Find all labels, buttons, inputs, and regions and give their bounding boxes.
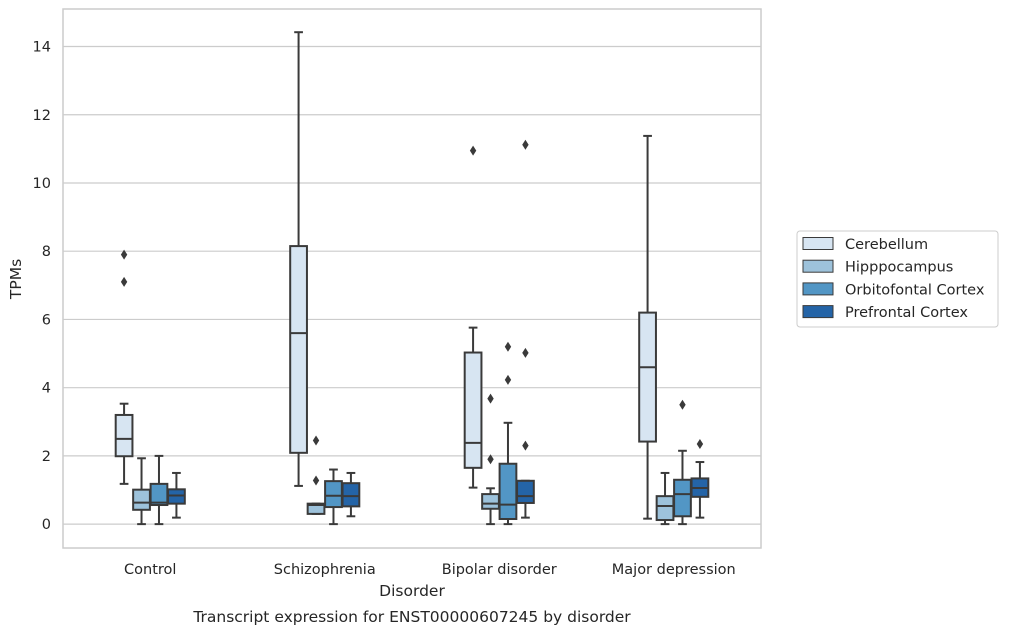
legend-swatch bbox=[802, 237, 834, 250]
x-tick-label: Major depression bbox=[612, 562, 736, 578]
iqr-box bbox=[481, 493, 500, 510]
legend-swatch bbox=[802, 282, 834, 296]
legend-swatch bbox=[802, 259, 834, 273]
box-group bbox=[481, 393, 500, 526]
iqr-box bbox=[638, 311, 657, 443]
outlier-point bbox=[312, 475, 320, 486]
outlier-point bbox=[469, 145, 477, 156]
legend-label: Prefrontal Cortex bbox=[845, 305, 968, 321]
legend-label: Orbitofontal Cortex bbox=[845, 282, 985, 298]
x-tick-label: Bipolar disorder bbox=[442, 562, 557, 578]
box-group bbox=[673, 399, 692, 526]
outlier-point bbox=[120, 276, 128, 287]
y-tick-label: 2 bbox=[42, 449, 51, 465]
box-group bbox=[638, 134, 657, 520]
box-group bbox=[655, 471, 675, 526]
y-tick-label: 6 bbox=[42, 312, 51, 328]
box-group bbox=[516, 139, 535, 519]
outlier-point bbox=[487, 454, 494, 465]
outlier-point bbox=[504, 374, 512, 385]
y-tick-labels: 0 2 4 6 8 10 12 14 bbox=[33, 40, 51, 534]
iqr-box bbox=[289, 245, 308, 454]
iqr-box bbox=[324, 480, 343, 509]
iqr-box bbox=[516, 479, 535, 504]
y-tick-label: 12 bbox=[33, 108, 51, 124]
box-group bbox=[149, 454, 169, 526]
box-group bbox=[498, 341, 518, 526]
y-tick-label: 4 bbox=[42, 381, 51, 397]
legend-label: Cerebellum bbox=[845, 237, 928, 253]
box-group bbox=[132, 457, 151, 526]
outlier-point bbox=[696, 438, 704, 449]
y-tick-label: 10 bbox=[33, 176, 51, 192]
box-group bbox=[289, 31, 308, 487]
box-group bbox=[463, 145, 483, 489]
iqr-box bbox=[132, 488, 151, 511]
legend-frame bbox=[796, 230, 999, 328]
box-group bbox=[114, 249, 134, 485]
legend: Cerebellum Hipppocampus Orbitofontal Corte… bbox=[796, 230, 999, 328]
box-group bbox=[167, 471, 186, 519]
outlier-point bbox=[522, 139, 529, 150]
gridlines bbox=[63, 45, 761, 525]
outlier-point bbox=[679, 399, 686, 410]
box-group bbox=[306, 435, 326, 515]
outlier-point bbox=[312, 435, 320, 446]
x-tick-labels: Control Schizophrenia Bipolar disorder Majo… bbox=[124, 562, 736, 578]
x-tick-label: Schizophrenia bbox=[274, 562, 376, 578]
x-tick-label: Control bbox=[124, 562, 176, 578]
iqr-box bbox=[463, 351, 483, 469]
iqr-box bbox=[114, 413, 134, 458]
y-tick-label: 14 bbox=[33, 40, 51, 56]
iqr-box bbox=[306, 502, 326, 515]
legend-swatch bbox=[802, 305, 834, 319]
box-group bbox=[690, 438, 710, 519]
legend-label: Hipppocampus bbox=[845, 260, 953, 276]
y-tick-label: 0 bbox=[42, 517, 51, 533]
outlier-point bbox=[504, 341, 512, 352]
outlier-point bbox=[487, 393, 494, 404]
iqr-box bbox=[341, 482, 361, 508]
plot-frame bbox=[62, 8, 762, 549]
iqr-box bbox=[167, 488, 186, 505]
outlier-point bbox=[120, 249, 128, 260]
box-group bbox=[341, 471, 361, 518]
box-layer bbox=[114, 31, 710, 526]
box-group bbox=[324, 468, 343, 526]
outlier-point bbox=[522, 440, 529, 451]
iqr-box bbox=[655, 495, 675, 522]
outlier-point bbox=[522, 347, 529, 358]
y-tick-label: 8 bbox=[42, 244, 51, 260]
x-axis-label: Disorder bbox=[379, 582, 445, 600]
y-axis-label: TPMs bbox=[7, 259, 25, 300]
iqr-box bbox=[673, 478, 692, 518]
chart-caption: Transcript expression for ENST0000060724… bbox=[192, 608, 631, 626]
iqr-box bbox=[498, 462, 518, 521]
